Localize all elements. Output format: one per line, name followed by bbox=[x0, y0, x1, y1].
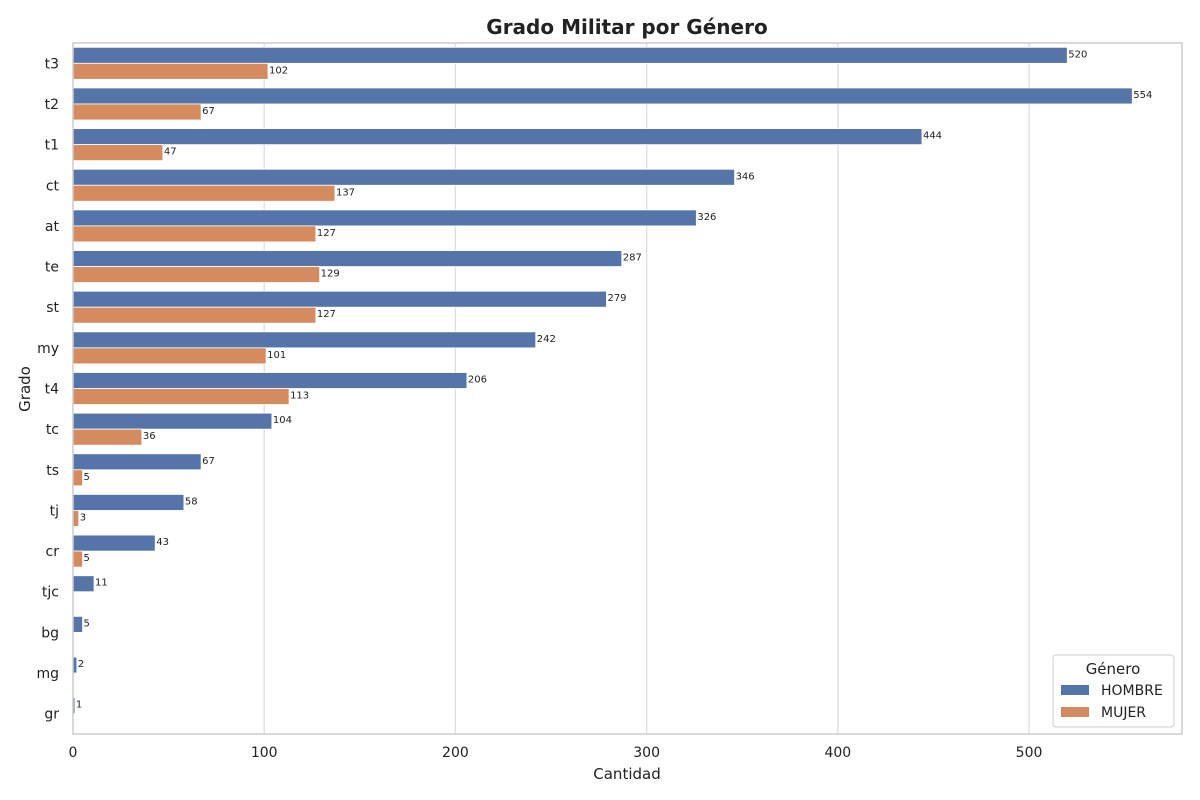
bar-value-label: 102 bbox=[269, 65, 288, 76]
bar-value-label: 36 bbox=[143, 431, 156, 442]
legend-label-hombre: HOMBRE bbox=[1101, 683, 1163, 699]
legend-swatch-mujer bbox=[1061, 707, 1089, 717]
x-tick-label: 100 bbox=[251, 745, 278, 761]
bar-mujer bbox=[72, 428, 143, 446]
bar-value-label: 58 bbox=[185, 496, 198, 507]
bar-mujer bbox=[72, 266, 321, 283]
y-tick-label: ct bbox=[46, 178, 60, 194]
plot-frame bbox=[72, 42, 1183, 735]
bar-value-label: 5 bbox=[84, 553, 90, 564]
bar-value-label: 127 bbox=[317, 309, 336, 320]
bar-value-label: 137 bbox=[336, 187, 355, 198]
bar-value-label: 326 bbox=[697, 212, 716, 223]
bar-value-label: 104 bbox=[273, 415, 292, 426]
bar-hombre bbox=[72, 453, 202, 471]
x-axis-label: Cantidad bbox=[593, 765, 660, 783]
bar-value-label: 47 bbox=[164, 147, 177, 158]
bar-hombre bbox=[72, 87, 1133, 105]
bar-hombre bbox=[72, 494, 185, 511]
bar-value-label: 206 bbox=[468, 375, 487, 386]
legend-label-mujer: MUJER bbox=[1101, 705, 1146, 721]
bar-hombre bbox=[72, 128, 923, 146]
bar-value-label: 2 bbox=[78, 659, 84, 670]
bar-mujer bbox=[72, 550, 83, 568]
y-tick-label: te bbox=[45, 260, 59, 276]
bar-value-label: 67 bbox=[202, 106, 215, 117]
y-tick-label: st bbox=[46, 300, 59, 316]
bar-mujer bbox=[72, 388, 290, 405]
grid-lines bbox=[263, 43, 1030, 734]
bar-value-label: 279 bbox=[607, 293, 626, 304]
x-tick-label: 0 bbox=[69, 745, 78, 761]
bar-value-label: 67 bbox=[202, 456, 215, 467]
y-tick-labels: t3 t2 t1 ct at te st my t4 tc ts tj cr tjc bg mg gr bbox=[36, 56, 59, 722]
y-tick-label: mg bbox=[36, 666, 59, 682]
chart-title: Grado Militar por Género bbox=[486, 15, 767, 39]
bar-mujer bbox=[72, 103, 202, 121]
bar-hombre bbox=[72, 534, 156, 552]
bar-value-label: 43 bbox=[156, 537, 169, 548]
bar-hombre bbox=[72, 412, 273, 430]
bar-mujer bbox=[72, 144, 164, 162]
bar-value-label: 11 bbox=[95, 578, 108, 589]
bar-mujer bbox=[72, 469, 83, 487]
y-tick-label: tc bbox=[46, 422, 59, 438]
x-tick-label: 300 bbox=[633, 745, 660, 761]
y-tick-label: at bbox=[45, 219, 60, 235]
bar-value-label: 287 bbox=[623, 253, 642, 264]
bar-mujer bbox=[72, 184, 336, 202]
bar-hombre bbox=[72, 615, 83, 633]
bar-hombre bbox=[72, 331, 537, 349]
x-tick-label: 500 bbox=[1016, 745, 1043, 761]
y-tick-label: t1 bbox=[45, 138, 59, 154]
bar-hombre bbox=[72, 372, 468, 389]
bar-mujer bbox=[72, 347, 267, 365]
bar-mujer bbox=[72, 62, 269, 80]
bar-value-label: 5 bbox=[84, 472, 90, 483]
bar-value-label: 520 bbox=[1068, 49, 1087, 60]
bar-value-label: 346 bbox=[736, 171, 755, 182]
legend-swatch-hombre bbox=[1061, 685, 1089, 695]
bar-value-label: 1 bbox=[76, 700, 82, 711]
y-tick-label: bg bbox=[41, 625, 59, 641]
bar-mujer bbox=[72, 306, 317, 324]
bar-value-label: 127 bbox=[317, 228, 336, 239]
bar-value-label: 113 bbox=[290, 391, 309, 402]
bar-value-label: 3 bbox=[80, 512, 86, 523]
bar-value-label: 554 bbox=[1133, 90, 1152, 101]
bar-hombre bbox=[72, 46, 1068, 64]
y-tick-label: cr bbox=[46, 544, 60, 560]
y-tick-label: tjc bbox=[42, 585, 59, 601]
bar-value-label: 5 bbox=[84, 618, 90, 629]
bar-value-label: 129 bbox=[321, 269, 340, 280]
bar-hombre bbox=[72, 290, 607, 308]
x-tick-label: 200 bbox=[442, 745, 469, 761]
bars: 520 102 554 67 444 47 346 137 326 127 287 129 279 127… bbox=[72, 46, 1152, 715]
x-tick-label: 400 bbox=[824, 745, 851, 761]
bar-value-label: 242 bbox=[537, 334, 556, 345]
legend: Género HOMBRE MUJER bbox=[1052, 654, 1175, 728]
bar-mujer bbox=[72, 225, 317, 243]
bar-hombre bbox=[72, 575, 95, 593]
y-tick-label: tj bbox=[50, 503, 59, 519]
bar-value-label: 444 bbox=[923, 131, 942, 142]
bar-mujer bbox=[72, 510, 80, 527]
bar-value-label: 101 bbox=[267, 350, 286, 361]
y-tick-label: ts bbox=[46, 463, 59, 479]
bar-hombre bbox=[72, 209, 697, 227]
bar-hombre bbox=[72, 168, 735, 186]
y-tick-label: t4 bbox=[45, 382, 59, 398]
legend-title: Género bbox=[1086, 660, 1141, 678]
y-axis-label: Grado bbox=[16, 366, 34, 412]
x-tick-labels: 0 100 200 300 400 500 bbox=[69, 745, 1043, 761]
y-tick-label: t3 bbox=[45, 56, 59, 72]
y-tick-label: my bbox=[37, 341, 59, 357]
bar-hombre bbox=[72, 250, 623, 267]
y-tick-label: gr bbox=[44, 707, 59, 723]
y-tick-label: t2 bbox=[45, 97, 59, 113]
